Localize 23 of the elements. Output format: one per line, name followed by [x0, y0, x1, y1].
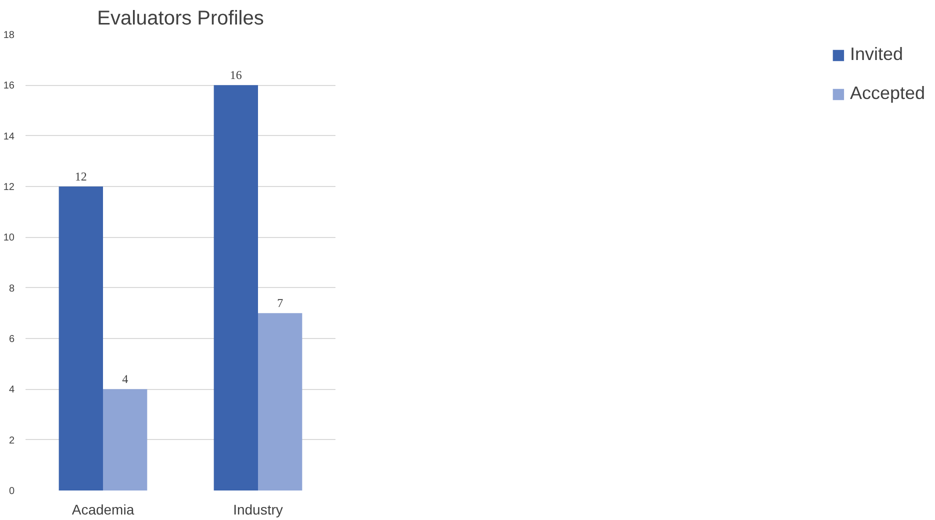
y-tick-label: 10	[3, 232, 15, 244]
bar	[214, 85, 258, 490]
y-tick-label: 4	[8, 384, 15, 396]
y-tick-label: 14	[3, 131, 15, 142]
y-tick-label: 8	[8, 283, 15, 294]
y-tick-label: 0	[8, 486, 15, 497]
data-label: 16	[230, 68, 242, 82]
y-tick-label: 2	[8, 435, 15, 446]
x-tick-label: Industry	[233, 502, 283, 518]
y-tick-label: 12	[3, 182, 15, 193]
legend-label: Invited	[850, 44, 903, 65]
y-tick-label: 6	[8, 334, 15, 345]
bar	[258, 313, 302, 490]
chart-title: Evaluators Profiles	[97, 8, 264, 30]
data-label: 7	[277, 296, 284, 310]
legend-label: Accepted	[850, 83, 925, 104]
data-label: 4	[122, 372, 128, 386]
bar	[58, 186, 103, 490]
bar	[103, 389, 148, 490]
data-label: 12	[74, 170, 87, 184]
y-tick-label: 18	[3, 30, 15, 41]
y-tick-label: 16	[3, 80, 15, 92]
x-tick-label: Academia	[72, 502, 134, 518]
